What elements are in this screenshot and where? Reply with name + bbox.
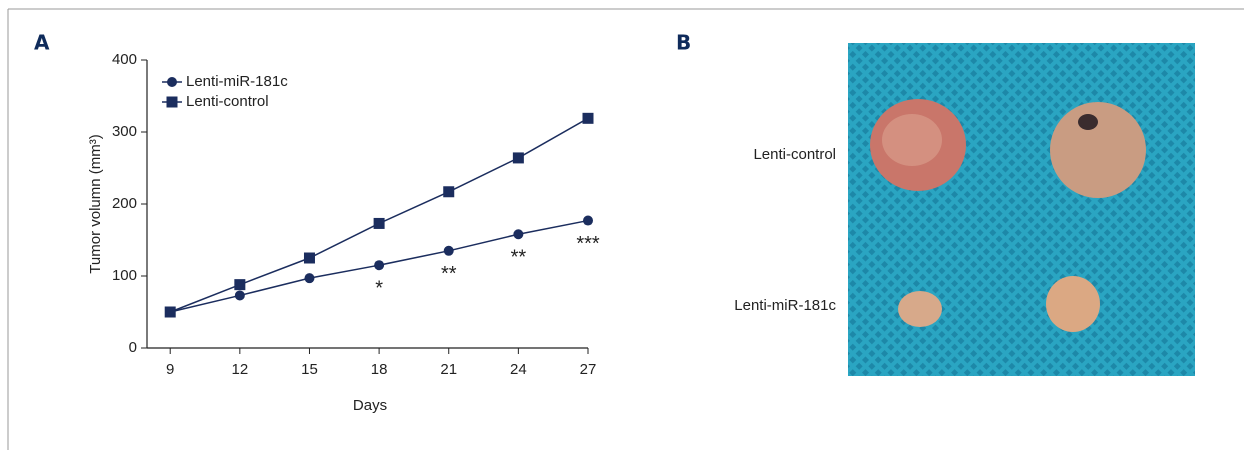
- y-tick-label: 100: [112, 267, 137, 284]
- tumor-spot: [1078, 114, 1098, 130]
- marker: [512, 152, 524, 164]
- y-axis-label: Tumor volumn (mm³): [87, 134, 104, 273]
- tumor: [1050, 102, 1146, 198]
- x-tick-label: 24: [510, 361, 527, 378]
- significance-mark: *: [375, 277, 383, 299]
- photo: [848, 43, 1195, 376]
- y-tick-label: 300: [112, 123, 137, 140]
- marker: [304, 273, 315, 284]
- marker: [513, 229, 524, 240]
- legend-label: Lenti-control: [186, 93, 269, 110]
- tumor: [1046, 276, 1100, 332]
- significance-mark: ***: [576, 233, 600, 255]
- y-tick-label: 400: [112, 51, 137, 68]
- x-axis-label: Days: [353, 397, 387, 414]
- tumor: [898, 291, 942, 327]
- marker: [374, 260, 385, 271]
- x-tick-label: 21: [440, 361, 457, 378]
- tumor-highlight: [882, 114, 942, 166]
- marker: [166, 96, 178, 108]
- marker: [167, 77, 177, 87]
- marker: [234, 290, 245, 301]
- marker: [234, 279, 246, 291]
- marker: [373, 217, 385, 229]
- legend-label: Lenti-miR-181c: [186, 73, 288, 90]
- photo-label: Lenti-control: [753, 146, 836, 163]
- marker: [443, 186, 455, 198]
- y-tick-label: 0: [129, 339, 137, 356]
- photo-background: [848, 43, 1195, 376]
- x-tick-label: 12: [231, 361, 248, 378]
- x-tick-label: 15: [301, 361, 318, 378]
- panel-label: A: [34, 31, 50, 55]
- y-tick-label: 200: [112, 195, 137, 212]
- x-tick-label: 27: [580, 361, 597, 378]
- significance-mark: **: [441, 263, 457, 285]
- marker: [583, 215, 593, 226]
- marker: [303, 252, 315, 264]
- marker: [582, 112, 594, 124]
- significance-mark: **: [511, 247, 527, 269]
- x-tick-label: 9: [166, 361, 174, 378]
- photo-label: Lenti-miR-181c: [734, 297, 836, 314]
- x-tick-label: 18: [371, 361, 388, 378]
- marker: [443, 245, 454, 256]
- panel-label: B: [676, 31, 691, 55]
- marker: [164, 306, 176, 318]
